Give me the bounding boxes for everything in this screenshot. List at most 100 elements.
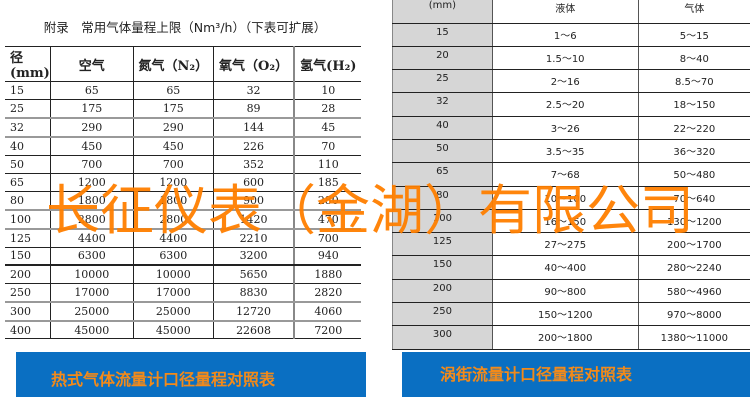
table-cell: 80 — [5, 191, 51, 212]
table-cell: 10000 — [50, 265, 134, 285]
table-cell: 50～480 — [638, 162, 750, 187]
table-row: 80 1800 1800 900 280 — [5, 191, 362, 212]
table-cell: 200～1700 — [638, 232, 750, 257]
table-cell: 8.5～70 — [638, 69, 750, 94]
table-cell: 280 — [294, 191, 362, 212]
table-cell: 4400 — [133, 228, 214, 248]
table-row: 300 25000 25000 12720 4060 — [5, 302, 362, 322]
table-cell: 6300 — [50, 247, 134, 267]
table-cell: 200～1800 — [492, 325, 639, 350]
table-cell: 1200 — [133, 173, 214, 193]
table-cell: 1～6 — [492, 23, 639, 47]
column-header: 氧气（O₂） — [213, 46, 296, 82]
table-row: 32 290 290 144 45 — [5, 118, 362, 138]
table-row: 400 45000 45000 22608 7200 — [5, 320, 362, 340]
table-cell: 900 — [213, 191, 296, 212]
table-cell: 65 — [133, 81, 214, 101]
table-cell: 1420 — [213, 210, 296, 230]
table-cell: 2～16 — [492, 69, 639, 94]
vortex-flowmeter-banner: 涡街流量计口径量程对照表 — [402, 352, 750, 397]
table-cell: 175 — [133, 99, 214, 120]
table-cell: 144 — [213, 118, 296, 138]
table-cell: 25 — [5, 99, 51, 120]
table-cell: 50 — [5, 155, 51, 174]
table-cell: 400 — [5, 320, 51, 340]
header-row: (mm) 液体 气体 — [392, 0, 750, 24]
table-cell: 2820 — [294, 283, 362, 304]
gas-range-table: 径(mm) 空气 氮气（N₂） 氧气（O₂） 氢气(H₂) 15 65 65 32 10 25 175… — [5, 46, 362, 340]
table-cell: 5650 — [213, 265, 296, 285]
table-cell: 1800 — [50, 191, 134, 212]
table-row: 150 6300 6300 3200 940 — [5, 247, 362, 267]
table-cell: 65 — [5, 173, 51, 193]
column-header: 液体 — [492, 0, 639, 24]
table-cell: 32 — [392, 92, 493, 117]
table-cell: 27～275 — [492, 232, 639, 257]
vortex-range-table: (mm) 液体 气体 15 1～6 5～15 20 1.5～10 8～40 25 2～16 8.5～7… — [392, 0, 750, 350]
table-cell: 352 — [213, 155, 296, 174]
table-cell: 200 — [5, 265, 51, 285]
table-cell: 290 — [50, 118, 134, 138]
table-cell: 25 — [392, 69, 493, 94]
table-row: 15 1～6 5～15 — [392, 23, 750, 47]
left-table-title: 附录 常用气体量程上限（Nm³/h）（下表可扩展） — [43, 20, 327, 35]
table-row: 200 10000 10000 5650 1880 — [5, 265, 362, 285]
table-cell: 28 — [294, 99, 362, 120]
table-cell: 50 — [392, 139, 493, 164]
table-cell: 17000 — [133, 283, 214, 304]
table-row: 65 7～68 50～480 — [392, 162, 750, 187]
table-cell: 280～2240 — [638, 255, 750, 280]
table-cell: 80 — [392, 186, 493, 210]
table-cell: 70 — [294, 136, 362, 156]
table-cell: 70～640 — [638, 186, 750, 210]
table-row: 125 4400 4400 2210 700 — [5, 228, 362, 248]
table-cell: 150 — [392, 255, 493, 280]
table-cell: 100 — [5, 210, 51, 230]
table-cell: 1880 — [294, 265, 362, 285]
table-cell: 250 — [5, 283, 51, 304]
table-cell: 20 — [392, 46, 493, 71]
table-cell: 15 — [5, 81, 51, 101]
table-cell: 40～400 — [492, 255, 639, 280]
table-cell: 22608 — [213, 320, 296, 340]
table-cell: 125 — [392, 232, 493, 257]
table-cell: 18～150 — [638, 92, 750, 117]
table-cell: 45000 — [133, 320, 214, 340]
table-row: 150 40～400 280～2240 — [392, 255, 750, 280]
table-cell: 25000 — [133, 302, 214, 322]
table-row: 15 65 65 32 10 — [5, 81, 362, 101]
table-cell: 150～1200 — [492, 302, 639, 327]
column-header: 径(mm) — [5, 46, 51, 82]
table-row: 20 1.5～10 8～40 — [392, 46, 750, 71]
table-row: 100 2800 2800 1420 470 — [5, 210, 362, 230]
table-cell: 300 — [392, 325, 493, 350]
table-cell: 40 — [392, 116, 493, 140]
table-row: 50 700 700 352 110 — [5, 155, 362, 174]
table-cell: 89 — [213, 99, 296, 120]
table-cell: 600 — [213, 173, 296, 193]
table-cell: 110 — [294, 155, 362, 174]
table-cell: 1.5～10 — [492, 46, 639, 71]
table-cell: 290 — [133, 118, 214, 138]
table-cell: 200 — [392, 279, 493, 304]
table-cell: 700 — [133, 155, 214, 174]
table-cell: 470 — [294, 210, 362, 230]
table-cell: 580～4960 — [638, 279, 750, 304]
column-header: 氢气(H₂) — [294, 46, 362, 82]
table-cell: 1380～11000 — [638, 325, 750, 350]
table-cell: 8830 — [213, 283, 296, 304]
table-cell: 100 — [392, 209, 493, 234]
table-cell: 10000 — [133, 265, 214, 285]
table-cell: 45 — [294, 118, 362, 138]
table-cell: 300 — [5, 302, 51, 322]
table-row: 40 450 450 226 70 — [5, 136, 362, 156]
table-cell: 226 — [213, 136, 296, 156]
table-row: 65 1200 1200 600 185 — [5, 173, 362, 193]
table-cell: 2.5～20 — [492, 92, 639, 117]
table-cell: 17000 — [50, 283, 134, 304]
column-header: (mm) — [392, 0, 493, 24]
table-cell: 700 — [50, 155, 134, 174]
table-cell: 32 — [5, 118, 51, 138]
table-cell: 3～26 — [492, 116, 639, 140]
table-row: 250 150～1200 970～8000 — [392, 302, 750, 327]
